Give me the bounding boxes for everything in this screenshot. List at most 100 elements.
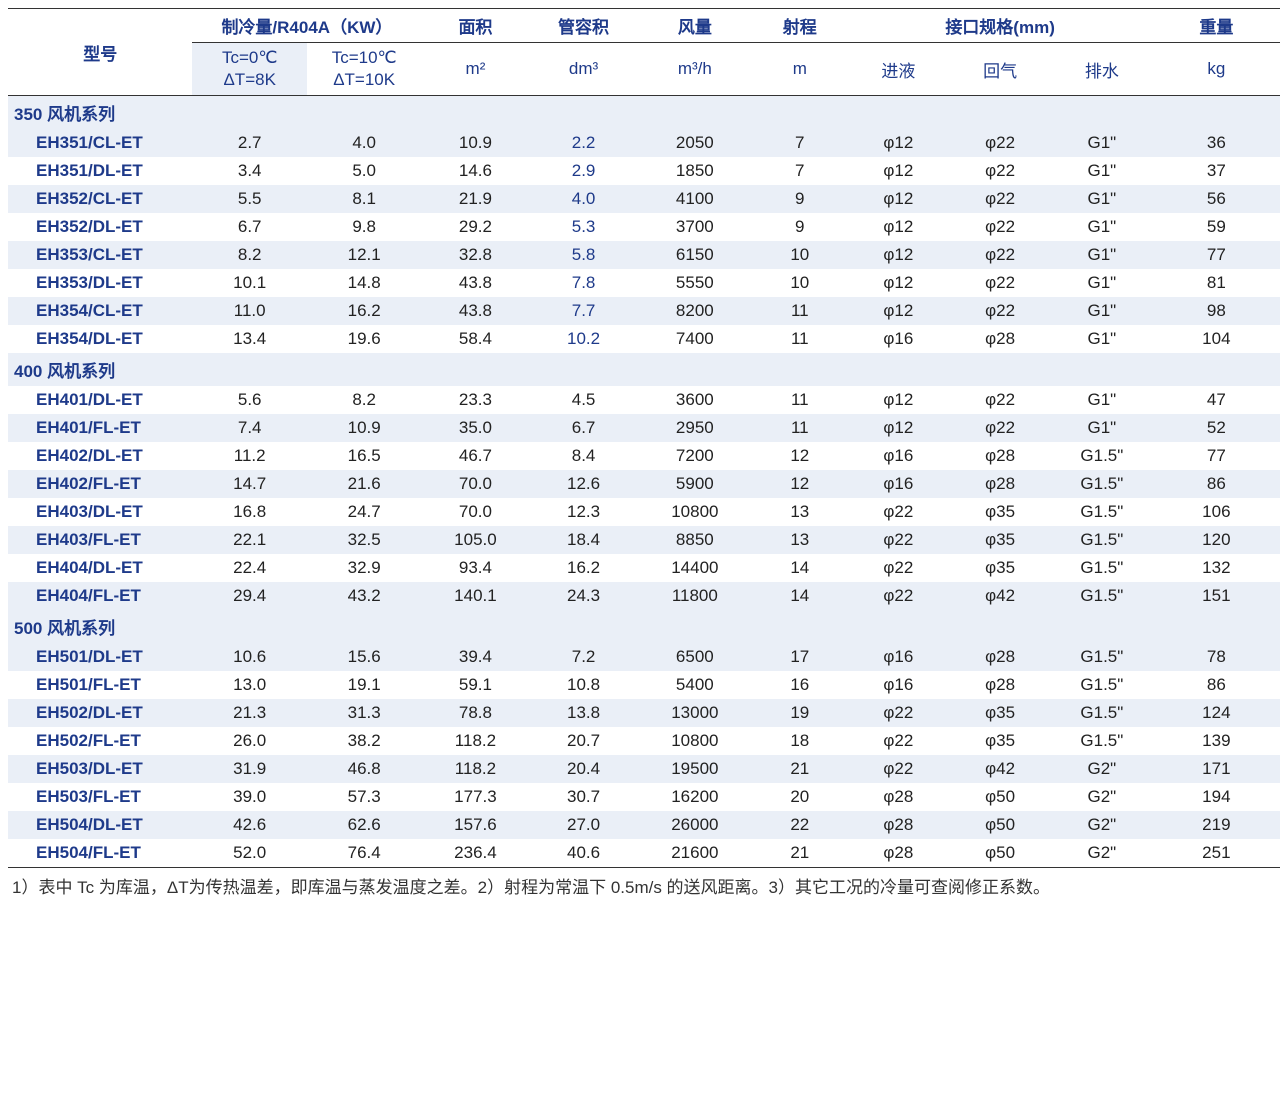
cell-drain: G1" xyxy=(1051,185,1153,213)
cell-area: 118.2 xyxy=(421,727,529,755)
sub-tc0-l2: ΔT=8K xyxy=(198,69,300,91)
model: EH504/FL-ET xyxy=(8,839,192,868)
cell-c2: 32.9 xyxy=(307,554,421,582)
cell-inlet: φ16 xyxy=(847,325,949,353)
cell-return: φ35 xyxy=(949,554,1051,582)
cell-area: 39.4 xyxy=(421,643,529,671)
cell-inlet: φ12 xyxy=(847,386,949,414)
cell-c2: 46.8 xyxy=(307,755,421,783)
cell-inlet: φ16 xyxy=(847,671,949,699)
cell-throw: 7 xyxy=(752,157,847,185)
cell-drain: G1.5" xyxy=(1051,470,1153,498)
col-cooling: 制冷量/R404A（KW） xyxy=(192,9,421,43)
cell-throw: 22 xyxy=(752,811,847,839)
cell-air: 6500 xyxy=(638,643,752,671)
cell-inlet: φ22 xyxy=(847,554,949,582)
cell-return: φ22 xyxy=(949,157,1051,185)
cell-vol: 18.4 xyxy=(530,526,638,554)
sub-tc0: Tc=0℃ ΔT=8K xyxy=(192,43,306,96)
cell-inlet: φ22 xyxy=(847,755,949,783)
cell-c1: 52.0 xyxy=(192,839,306,868)
table-row: EH352/CL-ET5.58.121.94.041009φ12φ22G1"56 xyxy=(8,185,1280,213)
cell-return: φ28 xyxy=(949,442,1051,470)
section-row: 500 风机系列 xyxy=(8,610,1280,643)
cell-inlet: φ12 xyxy=(847,241,949,269)
cell-throw: 11 xyxy=(752,325,847,353)
cell-air: 5900 xyxy=(638,470,752,498)
cell-area: 35.0 xyxy=(421,414,529,442)
cell-c1: 3.4 xyxy=(192,157,306,185)
cell-area: 157.6 xyxy=(421,811,529,839)
model: EH351/DL-ET xyxy=(8,157,192,185)
cell-weight: 56 xyxy=(1153,185,1280,213)
sub-throw-unit: m xyxy=(752,43,847,96)
cell-c2: 38.2 xyxy=(307,727,421,755)
cell-weight: 104 xyxy=(1153,325,1280,353)
cell-weight: 77 xyxy=(1153,241,1280,269)
cell-c2: 16.2 xyxy=(307,297,421,325)
cell-vol: 40.6 xyxy=(530,839,638,868)
cell-return: φ28 xyxy=(949,671,1051,699)
cell-drain: G1.5" xyxy=(1051,643,1153,671)
cell-drain: G1.5" xyxy=(1051,526,1153,554)
cell-air: 10800 xyxy=(638,727,752,755)
col-model: 型号 xyxy=(8,9,192,96)
cell-drain: G1.5" xyxy=(1051,582,1153,610)
cell-throw: 16 xyxy=(752,671,847,699)
table-row: EH501/DL-ET10.615.639.47.2650017φ16φ28G1… xyxy=(8,643,1280,671)
cell-c1: 13.4 xyxy=(192,325,306,353)
cell-air: 26000 xyxy=(638,811,752,839)
model: EH353/DL-ET xyxy=(8,269,192,297)
cell-c2: 19.6 xyxy=(307,325,421,353)
model: EH353/CL-ET xyxy=(8,241,192,269)
cell-area: 70.0 xyxy=(421,470,529,498)
cell-return: φ22 xyxy=(949,213,1051,241)
cell-inlet: φ22 xyxy=(847,727,949,755)
cell-drain: G1.5" xyxy=(1051,498,1153,526)
cell-c2: 14.8 xyxy=(307,269,421,297)
table-row: EH353/CL-ET8.212.132.85.8615010φ12φ22G1"… xyxy=(8,241,1280,269)
cell-c1: 5.6 xyxy=(192,386,306,414)
cell-inlet: φ28 xyxy=(847,783,949,811)
cell-drain: G1" xyxy=(1051,325,1153,353)
cell-drain: G1.5" xyxy=(1051,699,1153,727)
cell-inlet: φ16 xyxy=(847,643,949,671)
cell-air: 21600 xyxy=(638,839,752,868)
cell-inlet: φ16 xyxy=(847,470,949,498)
cell-c2: 8.1 xyxy=(307,185,421,213)
section-row: 350 风机系列 xyxy=(8,96,1280,130)
cell-vol: 13.8 xyxy=(530,699,638,727)
cell-weight: 36 xyxy=(1153,129,1280,157)
cell-return: φ28 xyxy=(949,470,1051,498)
table-row: EH404/DL-ET22.432.993.416.21440014φ22φ35… xyxy=(8,554,1280,582)
cell-air: 14400 xyxy=(638,554,752,582)
cell-c1: 31.9 xyxy=(192,755,306,783)
model: EH503/DL-ET xyxy=(8,755,192,783)
cell-area: 21.9 xyxy=(421,185,529,213)
cell-c2: 4.0 xyxy=(307,129,421,157)
model: EH401/DL-ET xyxy=(8,386,192,414)
cell-return: φ50 xyxy=(949,811,1051,839)
cell-c1: 8.2 xyxy=(192,241,306,269)
cell-c1: 6.7 xyxy=(192,213,306,241)
cell-vol: 4.0 xyxy=(530,185,638,213)
cell-throw: 11 xyxy=(752,386,847,414)
cell-vol: 12.3 xyxy=(530,498,638,526)
cell-c2: 57.3 xyxy=(307,783,421,811)
cell-vol: 8.4 xyxy=(530,442,638,470)
cell-weight: 151 xyxy=(1153,582,1280,610)
cell-c2: 31.3 xyxy=(307,699,421,727)
model: EH502/FL-ET xyxy=(8,727,192,755)
cell-throw: 7 xyxy=(752,129,847,157)
cell-throw: 13 xyxy=(752,498,847,526)
cell-air: 1850 xyxy=(638,157,752,185)
cell-c1: 10.1 xyxy=(192,269,306,297)
cell-weight: 52 xyxy=(1153,414,1280,442)
sub-weight-unit: kg xyxy=(1153,43,1280,96)
cell-area: 78.8 xyxy=(421,699,529,727)
cell-return: φ22 xyxy=(949,297,1051,325)
cell-air: 4100 xyxy=(638,185,752,213)
table-row: EH503/DL-ET31.946.8118.220.41950021φ22φ4… xyxy=(8,755,1280,783)
cell-c2: 5.0 xyxy=(307,157,421,185)
model: EH501/FL-ET xyxy=(8,671,192,699)
